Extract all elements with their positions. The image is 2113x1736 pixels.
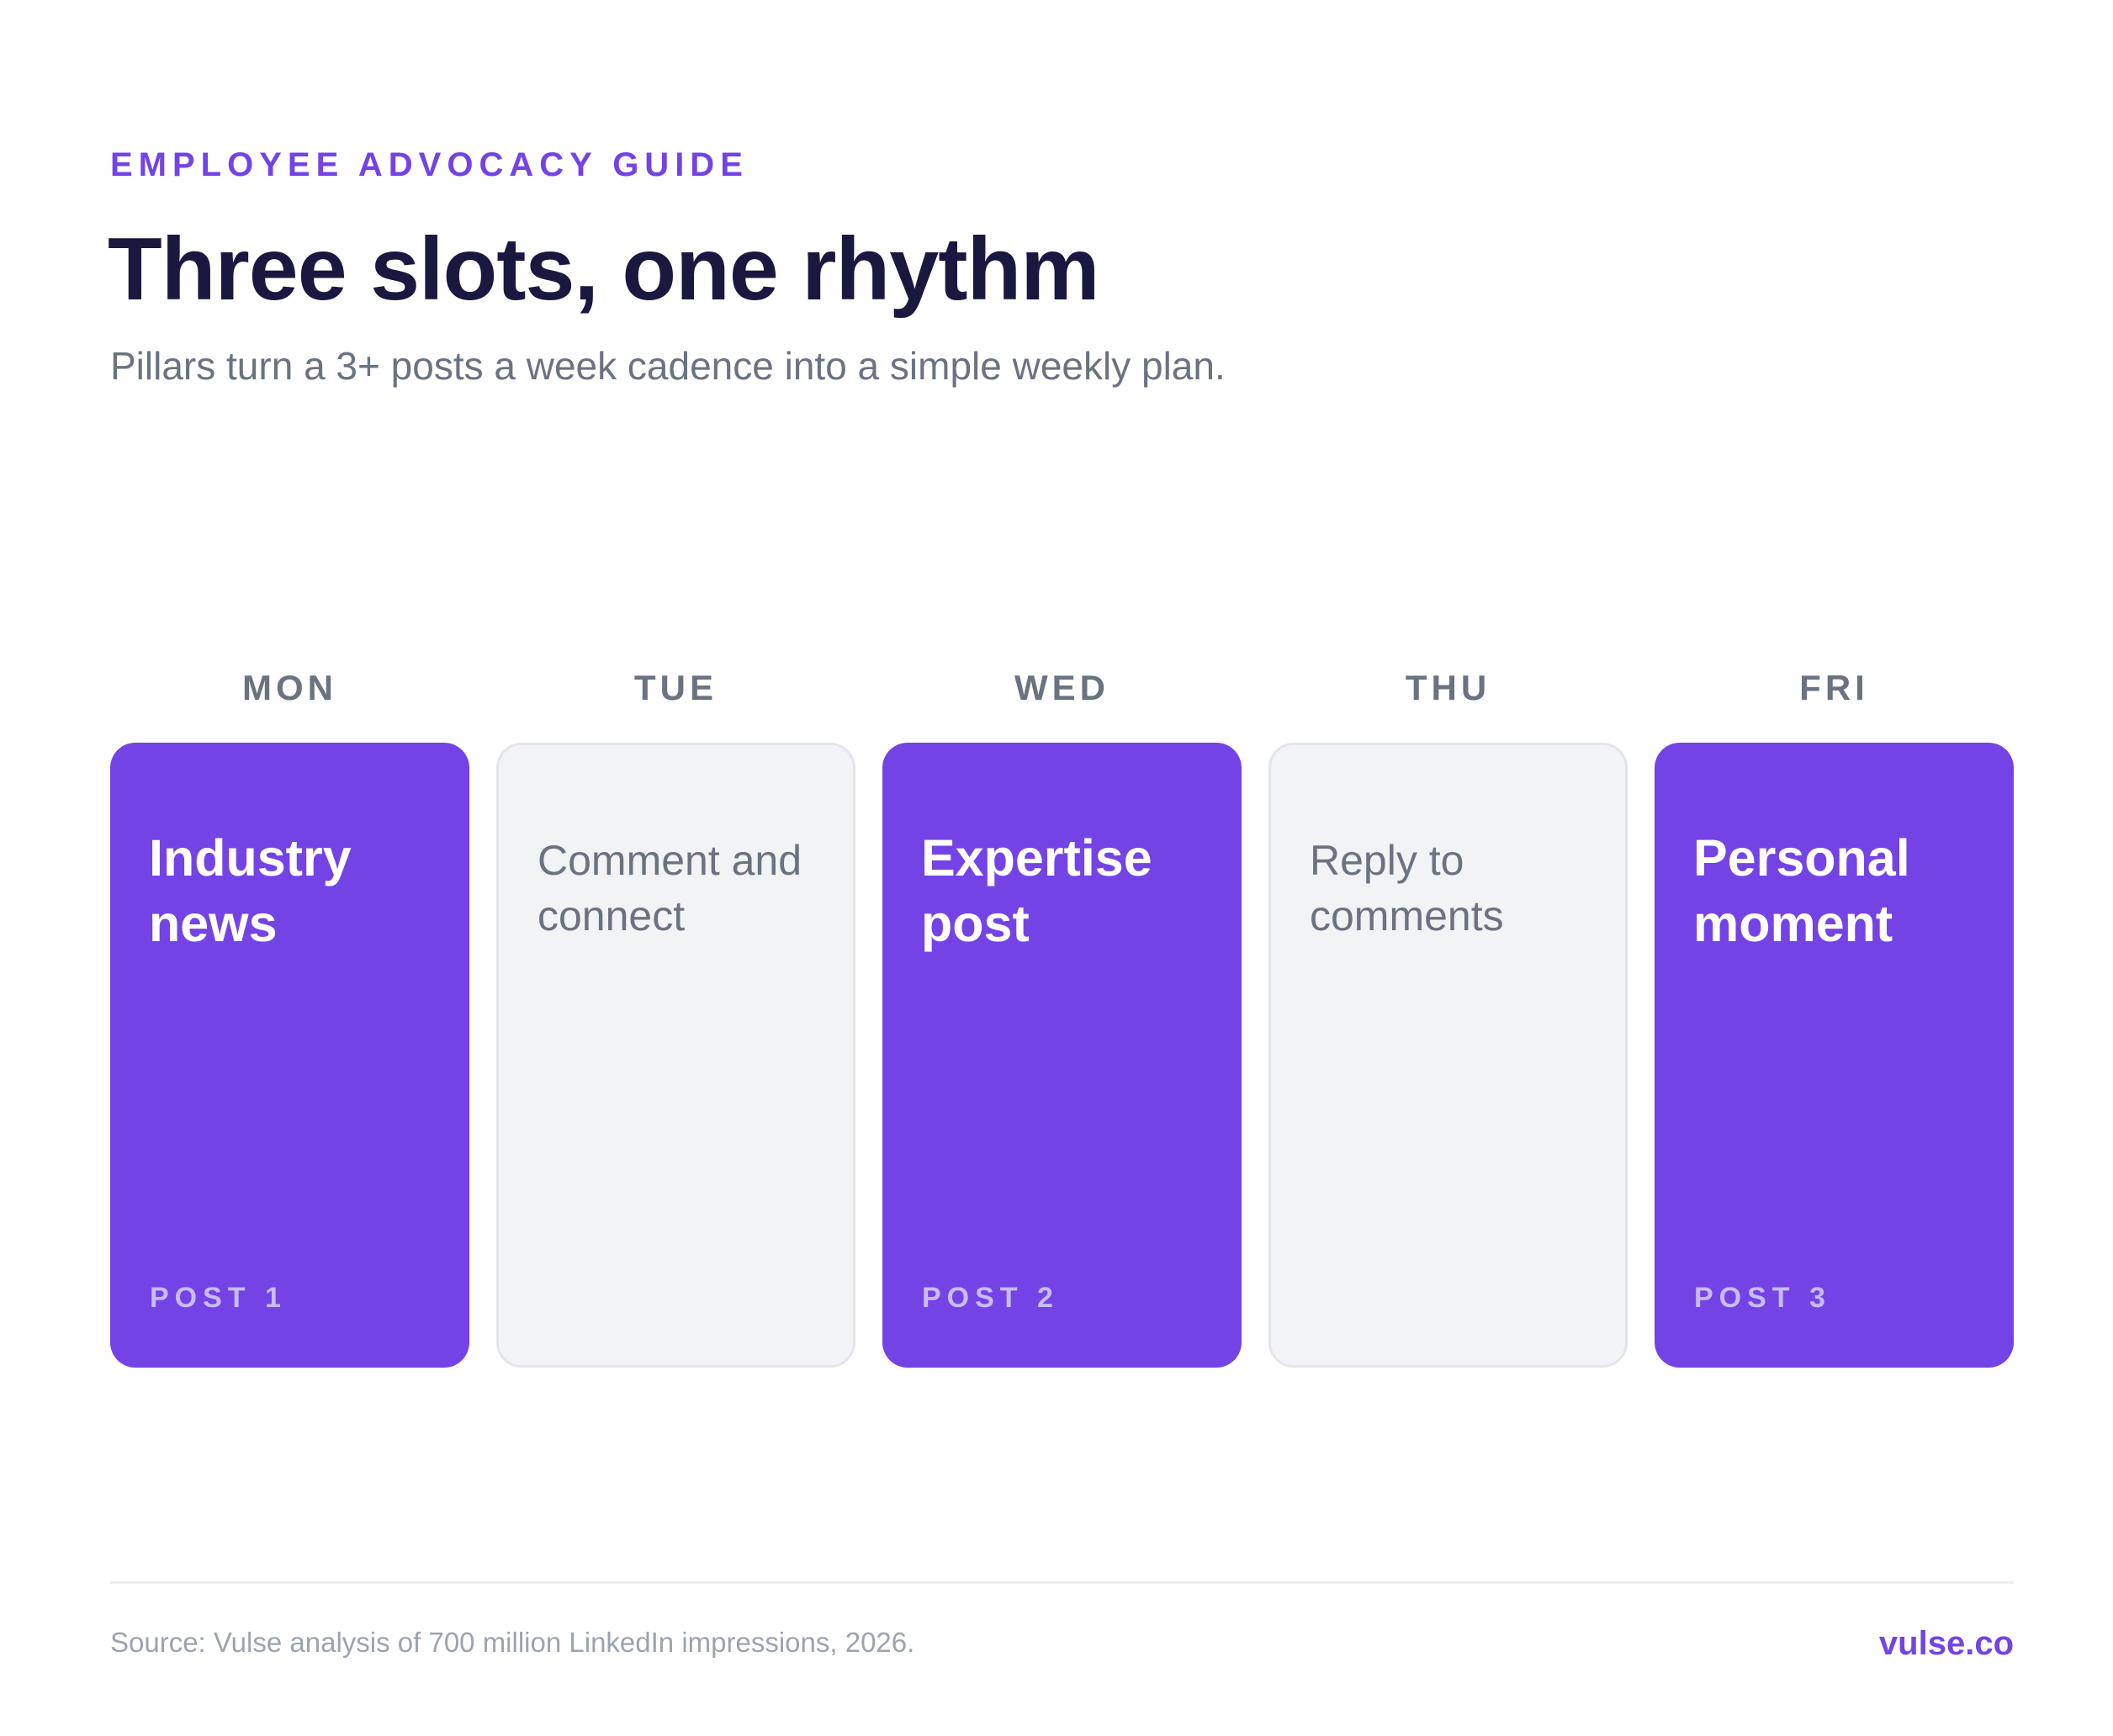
page-subtitle: Pillars turn a 3+ posts a week cadence i… bbox=[110, 344, 1226, 388]
card-title: Personal moment bbox=[1693, 829, 1910, 952]
weekly-plan: MON Industry news POST 1 TUE Comment and… bbox=[110, 664, 2014, 1368]
card-title: Expertise post bbox=[921, 829, 1152, 952]
day-label: TUE bbox=[634, 668, 718, 707]
day-label: WED bbox=[1014, 668, 1109, 707]
card-title: Industry news bbox=[149, 829, 352, 952]
day-column-tue: TUE Comment and connect bbox=[496, 664, 855, 1368]
day-label: THU bbox=[1405, 668, 1491, 707]
card-text: Comment and connect bbox=[538, 837, 802, 939]
post-card: Personal moment POST 3 bbox=[1655, 743, 2014, 1368]
card-text: Reply to comments bbox=[1310, 837, 1504, 939]
post-tag: POST 1 bbox=[150, 1282, 287, 1314]
day-column-fri: FRI Personal moment POST 3 bbox=[1655, 664, 2014, 1368]
eyebrow-label: EMPLOYEE ADVOCACY GUIDE bbox=[110, 146, 749, 183]
footer-divider bbox=[110, 1581, 2014, 1584]
day-column-thu: THU Reply to comments bbox=[1268, 664, 1628, 1368]
post-tag: POST 2 bbox=[922, 1282, 1059, 1314]
day-column-mon: MON Industry news POST 1 bbox=[110, 664, 469, 1368]
engage-card: Comment and connect bbox=[496, 743, 855, 1368]
day-column-wed: WED Expertise post POST 2 bbox=[882, 664, 1242, 1368]
brand-link[interactable]: vulse.co bbox=[1878, 1625, 2014, 1662]
post-card: Industry news POST 1 bbox=[110, 743, 469, 1368]
post-card: Expertise post POST 2 bbox=[882, 743, 1242, 1368]
post-tag: POST 3 bbox=[1694, 1282, 1831, 1314]
source-note: Source: Vulse analysis of 700 million Li… bbox=[110, 1627, 915, 1658]
engage-card: Reply to comments bbox=[1268, 743, 1628, 1368]
day-label: MON bbox=[242, 668, 337, 707]
page-title: Three slots, one rhythm bbox=[108, 220, 1100, 319]
day-label: FRI bbox=[1799, 668, 1869, 707]
